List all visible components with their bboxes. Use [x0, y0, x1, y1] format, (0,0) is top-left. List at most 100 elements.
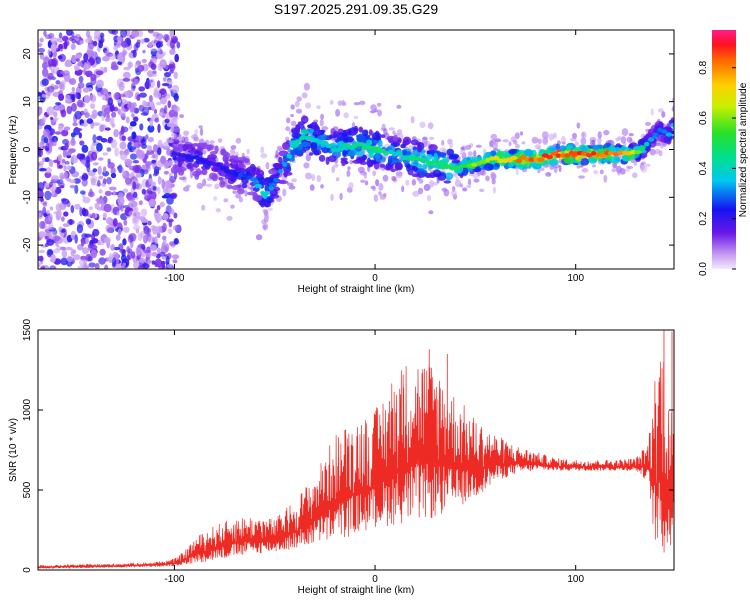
- ridge-core: [485, 157, 491, 163]
- noise-blob: [117, 93, 126, 98]
- ridge-blob: [549, 157, 556, 167]
- halo-blob: [262, 208, 266, 213]
- noise-blob: [87, 191, 95, 198]
- noise-blob: [82, 196, 91, 204]
- spectrogram-x-ticks: -100 0 100: [164, 30, 584, 284]
- noise-blob: [157, 123, 161, 133]
- ridge-core: [383, 151, 389, 156]
- halo-blob: [493, 147, 499, 152]
- y-tick-label: 0: [22, 567, 33, 573]
- ridge-core: [321, 140, 328, 145]
- ridge-blob: [374, 152, 381, 159]
- halo-blob: [412, 190, 420, 197]
- noise-blob: [108, 30, 116, 35]
- ridge-blob: [356, 134, 366, 143]
- halo-blob: [640, 164, 648, 173]
- ridge-blob: [404, 138, 409, 146]
- halo-blob: [193, 136, 200, 142]
- noise-blob: [75, 92, 81, 100]
- ridge-core: [184, 154, 191, 160]
- noise-blob: [162, 222, 167, 232]
- halo-blob: [374, 108, 378, 113]
- noise-blob: [110, 167, 116, 175]
- noise-blob: [104, 50, 110, 57]
- halo-blob: [235, 193, 242, 199]
- noise-blob: [138, 86, 146, 92]
- ridge-core: [171, 151, 178, 156]
- y-tick-label: 20: [22, 48, 33, 60]
- ridge-core: [419, 157, 425, 162]
- noise-blob: [75, 58, 81, 62]
- noise-blob: [76, 153, 83, 160]
- noise-blob: [92, 134, 97, 144]
- noise-blob: [42, 68, 49, 77]
- ridge-blob: [269, 188, 278, 197]
- noise-blob: [78, 259, 86, 266]
- ridge-core: [227, 169, 236, 174]
- halo-blob: [531, 136, 539, 144]
- noise-blob: [86, 118, 94, 124]
- ridge-blob: [213, 167, 219, 172]
- ridge-core: [339, 146, 346, 151]
- noise-blob: [78, 220, 84, 226]
- halo-blob: [173, 124, 179, 128]
- halo-blob: [217, 138, 223, 143]
- noise-blob: [38, 231, 46, 238]
- noise-blob: [148, 199, 157, 207]
- ridge-blob: [494, 162, 500, 168]
- noise-blob: [70, 205, 75, 214]
- halo-blob: [291, 178, 297, 183]
- halo-blob: [370, 104, 377, 111]
- ridge-blob: [385, 163, 392, 171]
- noise-blob: [79, 207, 83, 217]
- noise-blob: [159, 59, 167, 69]
- noise-blob: [132, 160, 140, 164]
- noise-blob: [94, 202, 100, 210]
- noise-blob: [92, 162, 99, 166]
- halo-blob: [316, 175, 322, 183]
- noise-blob: [43, 56, 50, 65]
- noise-blob: [124, 158, 133, 166]
- halo-blob: [492, 186, 496, 194]
- ridge-blob: [309, 152, 314, 156]
- noise-blob: [63, 211, 69, 217]
- ridge-blob: [573, 146, 582, 153]
- noise-blob: [166, 160, 175, 164]
- noise-blob: [104, 107, 111, 115]
- noise-blob: [106, 147, 112, 152]
- halo-blob: [658, 108, 664, 113]
- noise-blob: [122, 262, 126, 267]
- ridge-blob: [193, 142, 198, 147]
- ridge-core: [657, 127, 663, 132]
- ridge-core: [598, 153, 607, 158]
- noise-blob: [156, 33, 164, 40]
- halo-blob: [422, 136, 428, 141]
- noise-blob: [118, 81, 125, 91]
- halo-blob: [287, 182, 294, 187]
- ridge-blob: [273, 163, 281, 169]
- noise-blob: [39, 168, 47, 172]
- halo-blob: [202, 178, 207, 187]
- halo-blob: [519, 131, 524, 136]
- x-tick-label: 0: [372, 574, 378, 585]
- ridge-blob: [226, 184, 233, 190]
- halo-blob: [408, 144, 413, 150]
- noise-blob: [171, 254, 180, 260]
- ridge-core: [211, 162, 217, 167]
- noise-blob: [140, 231, 145, 238]
- halo-blob: [396, 172, 403, 179]
- noise-blob: [132, 116, 139, 122]
- halo-blob: [198, 125, 203, 129]
- ridge-blob: [177, 168, 185, 176]
- noise-blob: [81, 179, 88, 187]
- ridge-blob: [262, 181, 269, 186]
- noise-blob: [66, 256, 74, 263]
- halo-blob: [616, 170, 621, 176]
- noise-blob: [77, 61, 83, 67]
- x-tick-label: -100: [164, 273, 184, 284]
- ridge-core: [613, 152, 619, 157]
- ridge-blob: [483, 163, 494, 171]
- halo-blob: [342, 101, 347, 107]
- halo-blob: [244, 190, 248, 197]
- noise-blob: [154, 213, 163, 223]
